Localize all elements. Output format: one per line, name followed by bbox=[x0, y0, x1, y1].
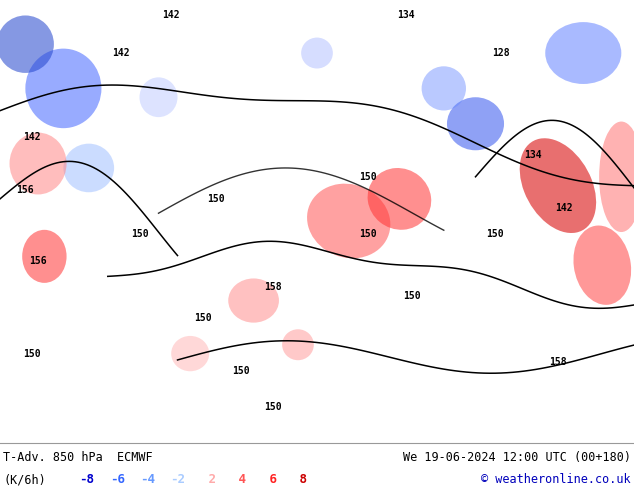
Text: 142: 142 bbox=[162, 10, 180, 21]
Text: 2: 2 bbox=[201, 473, 216, 486]
Text: 150: 150 bbox=[486, 229, 503, 239]
Text: 150: 150 bbox=[207, 194, 224, 204]
Ellipse shape bbox=[171, 336, 209, 371]
Ellipse shape bbox=[545, 22, 621, 84]
Text: 134: 134 bbox=[524, 149, 541, 160]
Ellipse shape bbox=[368, 168, 431, 230]
Ellipse shape bbox=[307, 184, 391, 258]
Text: 158: 158 bbox=[549, 357, 567, 368]
Ellipse shape bbox=[22, 230, 67, 283]
Text: (K/6h): (K/6h) bbox=[3, 473, 46, 486]
Text: © weatheronline.co.uk: © weatheronline.co.uk bbox=[481, 473, 631, 486]
Text: 156: 156 bbox=[16, 185, 34, 195]
Text: 6: 6 bbox=[262, 473, 277, 486]
Text: 134: 134 bbox=[397, 10, 415, 21]
Text: We 19-06-2024 12:00 UTC (00+180): We 19-06-2024 12:00 UTC (00+180) bbox=[403, 451, 631, 464]
Text: 142: 142 bbox=[555, 203, 573, 213]
Ellipse shape bbox=[63, 144, 114, 192]
Text: 128: 128 bbox=[492, 48, 510, 58]
Text: -2: -2 bbox=[171, 473, 186, 486]
Ellipse shape bbox=[422, 66, 466, 111]
Ellipse shape bbox=[282, 329, 314, 360]
Ellipse shape bbox=[25, 49, 101, 128]
Text: -6: -6 bbox=[110, 473, 125, 486]
Ellipse shape bbox=[447, 97, 504, 150]
Text: -8: -8 bbox=[79, 473, 94, 486]
Text: 8: 8 bbox=[292, 473, 307, 486]
Text: 142: 142 bbox=[23, 132, 41, 142]
Text: 4: 4 bbox=[231, 473, 247, 486]
Text: 150: 150 bbox=[194, 313, 212, 323]
Text: 150: 150 bbox=[23, 348, 41, 359]
Ellipse shape bbox=[139, 77, 178, 117]
Text: 142: 142 bbox=[112, 48, 129, 58]
Ellipse shape bbox=[573, 225, 631, 305]
Text: 150: 150 bbox=[403, 291, 421, 301]
Ellipse shape bbox=[520, 138, 596, 233]
Text: 150: 150 bbox=[131, 229, 148, 239]
Text: 150: 150 bbox=[264, 402, 281, 412]
Text: 150: 150 bbox=[232, 366, 250, 376]
Text: 150: 150 bbox=[359, 229, 377, 239]
Ellipse shape bbox=[301, 38, 333, 69]
Text: 156: 156 bbox=[29, 256, 47, 266]
Ellipse shape bbox=[0, 16, 54, 73]
Text: T-Adv. 850 hPa  ECMWF: T-Adv. 850 hPa ECMWF bbox=[3, 451, 153, 464]
Ellipse shape bbox=[228, 278, 279, 322]
Text: -4: -4 bbox=[140, 473, 155, 486]
Text: 158: 158 bbox=[264, 282, 281, 293]
Ellipse shape bbox=[599, 122, 634, 232]
Ellipse shape bbox=[10, 133, 67, 195]
Text: 150: 150 bbox=[359, 172, 377, 182]
